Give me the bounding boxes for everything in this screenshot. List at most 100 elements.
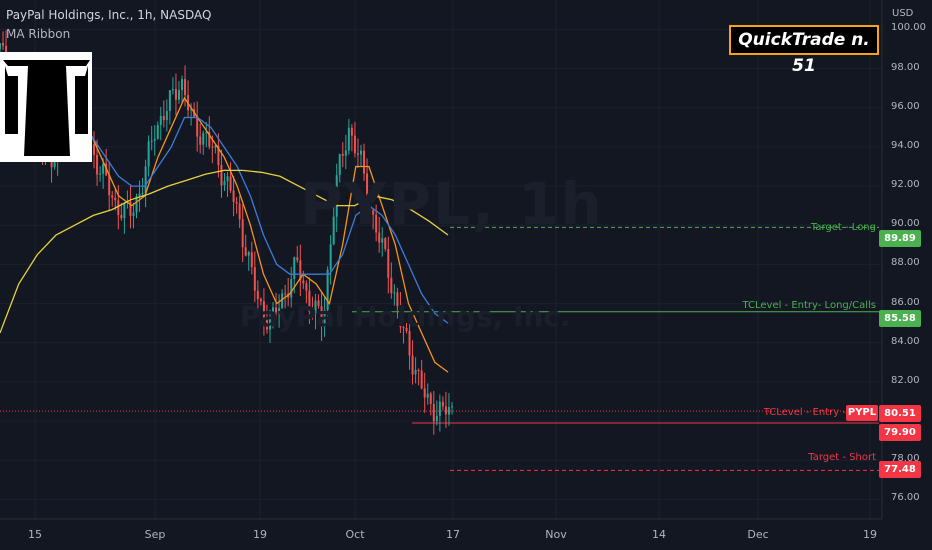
y-tick-label: 84.00: [891, 335, 920, 347]
candle-body: [181, 79, 184, 91]
candle-body: [132, 212, 135, 216]
candle-body: [399, 306, 402, 328]
candle-body: [338, 153, 341, 176]
candle-body: [138, 193, 141, 197]
candle-body: [159, 115, 162, 125]
candle-body: [299, 260, 302, 281]
candle-body: [420, 370, 423, 389]
candle-body: [296, 257, 299, 261]
entry-short-label: TCLevel - Entry - Short: [763, 407, 876, 418]
candle-body: [184, 79, 187, 96]
y-tick-label: 92.00: [891, 179, 920, 191]
candle-body: [275, 307, 278, 313]
indicator-label[interactable]: MA Ribbon: [6, 27, 71, 41]
logo-mark: [3, 60, 90, 156]
candle-body: [411, 355, 414, 375]
candle-body: [375, 214, 378, 233]
candle-body: [408, 330, 411, 356]
candle-body: [93, 144, 96, 155]
candle-body: [435, 415, 438, 422]
quicktrade-badge: QuickTrade n. 51: [729, 25, 879, 76]
candle-body: [387, 248, 390, 278]
level-lines: [0, 226, 879, 471]
watermark-name: PayPal Holdings, Inc.: [240, 300, 571, 333]
candle-body: [162, 115, 165, 121]
x-tick-label: Sep: [144, 528, 166, 541]
x-tick-label: 15: [28, 528, 42, 541]
candle-body: [226, 176, 229, 182]
candle-body: [441, 401, 444, 407]
candle-body: [317, 300, 320, 307]
candle-body: [311, 311, 314, 314]
candle-body: [378, 232, 381, 243]
candle-body: [423, 388, 426, 398]
candle-body: [302, 280, 305, 284]
target-short-label: Target - Short: [808, 452, 876, 463]
candle-body: [353, 135, 356, 154]
candle-body: [244, 247, 247, 256]
candle-body: [117, 200, 120, 216]
candle-body: [190, 109, 193, 111]
candle-body: [232, 190, 235, 202]
candle-body: [402, 327, 405, 329]
x-tick-label: 17: [446, 528, 460, 541]
y-tick-label: 90.00: [891, 218, 920, 230]
candle-body: [235, 201, 238, 204]
grid-lines: [0, 0, 882, 519]
candle-body: [335, 175, 338, 217]
candle-body: [417, 369, 420, 371]
candle-body: [284, 293, 287, 295]
candle-body: [208, 131, 211, 147]
y-tick-label: 100.00: [891, 22, 926, 34]
chart-title[interactable]: PayPal Holdings, Inc., 1h, NASDAQ: [6, 8, 212, 22]
x-tick-label: Nov: [545, 528, 567, 541]
candle-body: [372, 210, 375, 215]
candle-body: [165, 111, 168, 121]
candle-body: [414, 369, 417, 375]
candle-body: [262, 301, 265, 320]
candle-body: [171, 89, 174, 91]
candle-body: [147, 141, 150, 167]
candle-body: [150, 140, 153, 142]
candle-body: [293, 257, 296, 279]
candle-body: [278, 308, 281, 313]
candle-body: [129, 201, 132, 216]
candle-body: [211, 146, 214, 148]
candle-body: [438, 401, 441, 416]
candle-body: [144, 166, 147, 193]
candle-body: [214, 145, 217, 148]
candle-body: [177, 90, 180, 100]
candle-body: [444, 406, 447, 415]
y-tick-label: 82.00: [891, 374, 920, 386]
candle-body: [205, 131, 208, 134]
candle-body: [393, 292, 396, 294]
candle-body: [223, 181, 226, 186]
candle-body: [347, 127, 350, 151]
candle-body: [229, 176, 232, 191]
y-tick-label: 88.00: [891, 257, 920, 269]
x-tick-label: 19: [863, 528, 877, 541]
candle-body: [217, 145, 220, 166]
candle-body: [344, 150, 347, 156]
candle-body: [108, 175, 111, 196]
ticker-tag: PYPL: [846, 405, 878, 421]
entry-long-label: TCLevel - Entry- Long/Calls: [742, 300, 876, 311]
currency-label: USD: [892, 8, 914, 19]
candle-body: [96, 154, 99, 175]
candle-body: [308, 290, 311, 312]
candle-body: [451, 406, 453, 408]
ma-line: [0, 169, 449, 334]
candle-body: [290, 278, 293, 298]
x-tick-label: Dec: [747, 528, 769, 541]
candle-body: [114, 197, 117, 201]
candle-body: [2, 43, 5, 46]
candle-body: [259, 299, 262, 302]
candle-body: [329, 244, 332, 270]
candle-body: [256, 290, 259, 300]
y-tick-label: 78.00: [891, 453, 920, 465]
candle-body: [253, 267, 256, 291]
candle-body: [141, 192, 144, 194]
candle-body: [111, 195, 114, 198]
candle-body: [241, 219, 244, 248]
